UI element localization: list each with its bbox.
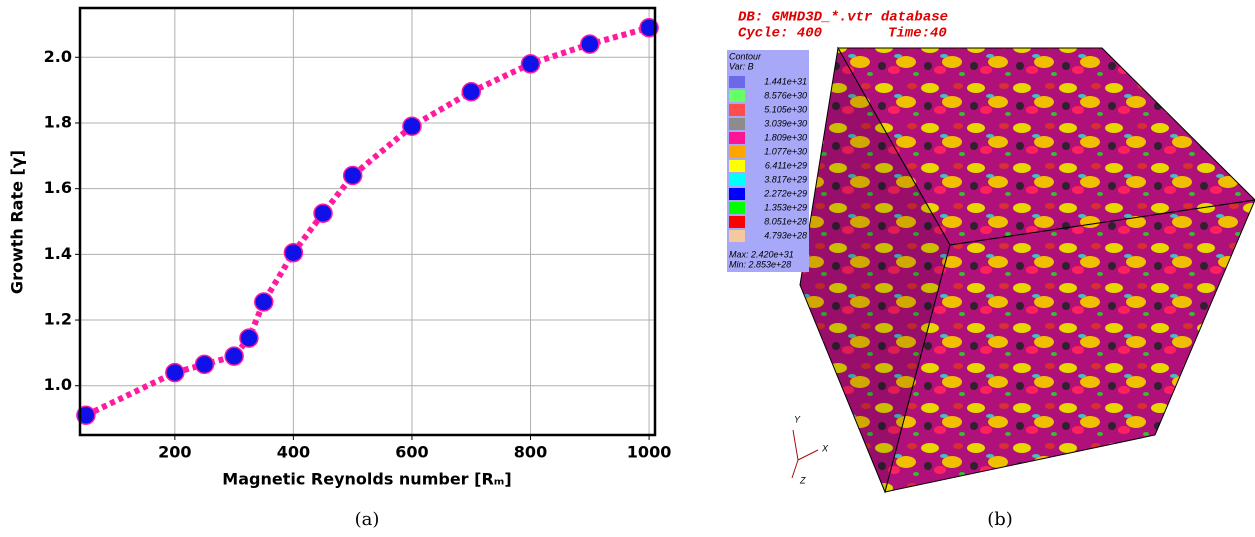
- marker: [283, 242, 304, 263]
- legend-swatch: [729, 188, 745, 200]
- marker: [194, 354, 215, 375]
- legend-swatch: [729, 132, 745, 144]
- marker: [342, 165, 363, 186]
- marker: [461, 82, 481, 102]
- plot-frame: [78, 6, 657, 437]
- caption: (b): [987, 509, 1013, 530]
- legend-title: Contour: [729, 51, 762, 61]
- marker: [76, 405, 96, 426]
- x-axis-label: Magnetic Reynolds number [Rₘ]: [222, 470, 511, 489]
- axis-triad: [791, 429, 819, 479]
- legend-swatch: [729, 118, 745, 130]
- legend-label: 5.105e+30: [764, 104, 807, 114]
- y-tick-label: 1.8: [44, 112, 72, 131]
- x-tick-label: 1000: [627, 443, 672, 462]
- x-tick-label: 800: [514, 443, 547, 462]
- marker: [313, 203, 333, 224]
- legend-swatch: [729, 216, 745, 228]
- legend-swatch: [729, 160, 745, 172]
- legend-min: Min: 2.853e+28: [729, 259, 791, 269]
- x-tick-label: 200: [158, 443, 191, 462]
- legend-max: Max: 2.420e+31: [729, 249, 794, 259]
- marker: [165, 362, 185, 383]
- marker: [520, 54, 541, 74]
- x-tick-label: 600: [395, 443, 428, 462]
- marker: [639, 17, 659, 38]
- cycle-label: Cycle: 400: [738, 26, 822, 42]
- time-label: Time:40: [888, 26, 947, 42]
- legend-var: Var: B: [729, 61, 754, 71]
- legend-swatch: [729, 202, 745, 214]
- legend-label: 3.039e+30: [764, 118, 807, 128]
- marker: [402, 116, 422, 136]
- axis-y-label: Y: [794, 414, 801, 424]
- marker: [239, 328, 259, 348]
- legend-label: 2.272e+29: [763, 188, 807, 198]
- marker: [224, 346, 244, 366]
- db-label: DB: GMHD3D_*.vtr database: [738, 10, 948, 26]
- x-tick-label: 400: [277, 443, 310, 462]
- y-tick-label: 1.4: [44, 244, 72, 263]
- legend-label: 6.411e+29: [765, 160, 807, 170]
- y-axis-label: Growth Rate [γ]: [8, 150, 27, 294]
- cube-render: [799, 46, 1255, 494]
- legend-label: 8.051e+28: [764, 216, 807, 226]
- legend-label: 1.353e+29: [764, 202, 807, 212]
- axis-x-label: X: [821, 443, 829, 453]
- legend-label: 1.809e+30: [764, 132, 807, 142]
- y-tick-label: 1.0: [44, 375, 72, 394]
- y-tick-label: 1.6: [44, 178, 72, 197]
- legend-label: 3.817e+29: [764, 174, 807, 184]
- legend-label: 8.576e+30: [764, 90, 807, 100]
- marker: [254, 292, 274, 312]
- legend-swatch: [729, 174, 745, 186]
- y-tick-label: 1.2: [44, 310, 72, 329]
- legend-label: 1.077e+30: [764, 146, 807, 156]
- y-tick-label: 2.0: [44, 47, 72, 66]
- legend-label: 1.441e+31: [764, 76, 807, 86]
- legend-swatch: [729, 104, 745, 116]
- legend-swatch: [729, 230, 745, 242]
- axis-z-label: Z: [799, 475, 806, 485]
- caption: (a): [355, 509, 380, 530]
- legend-swatch: [729, 76, 745, 88]
- series-line: [84, 24, 650, 418]
- marker: [580, 34, 600, 54]
- legend-swatch: [729, 90, 745, 102]
- legend-swatch: [729, 146, 745, 158]
- legend-label: 4.793e+28: [764, 230, 807, 240]
